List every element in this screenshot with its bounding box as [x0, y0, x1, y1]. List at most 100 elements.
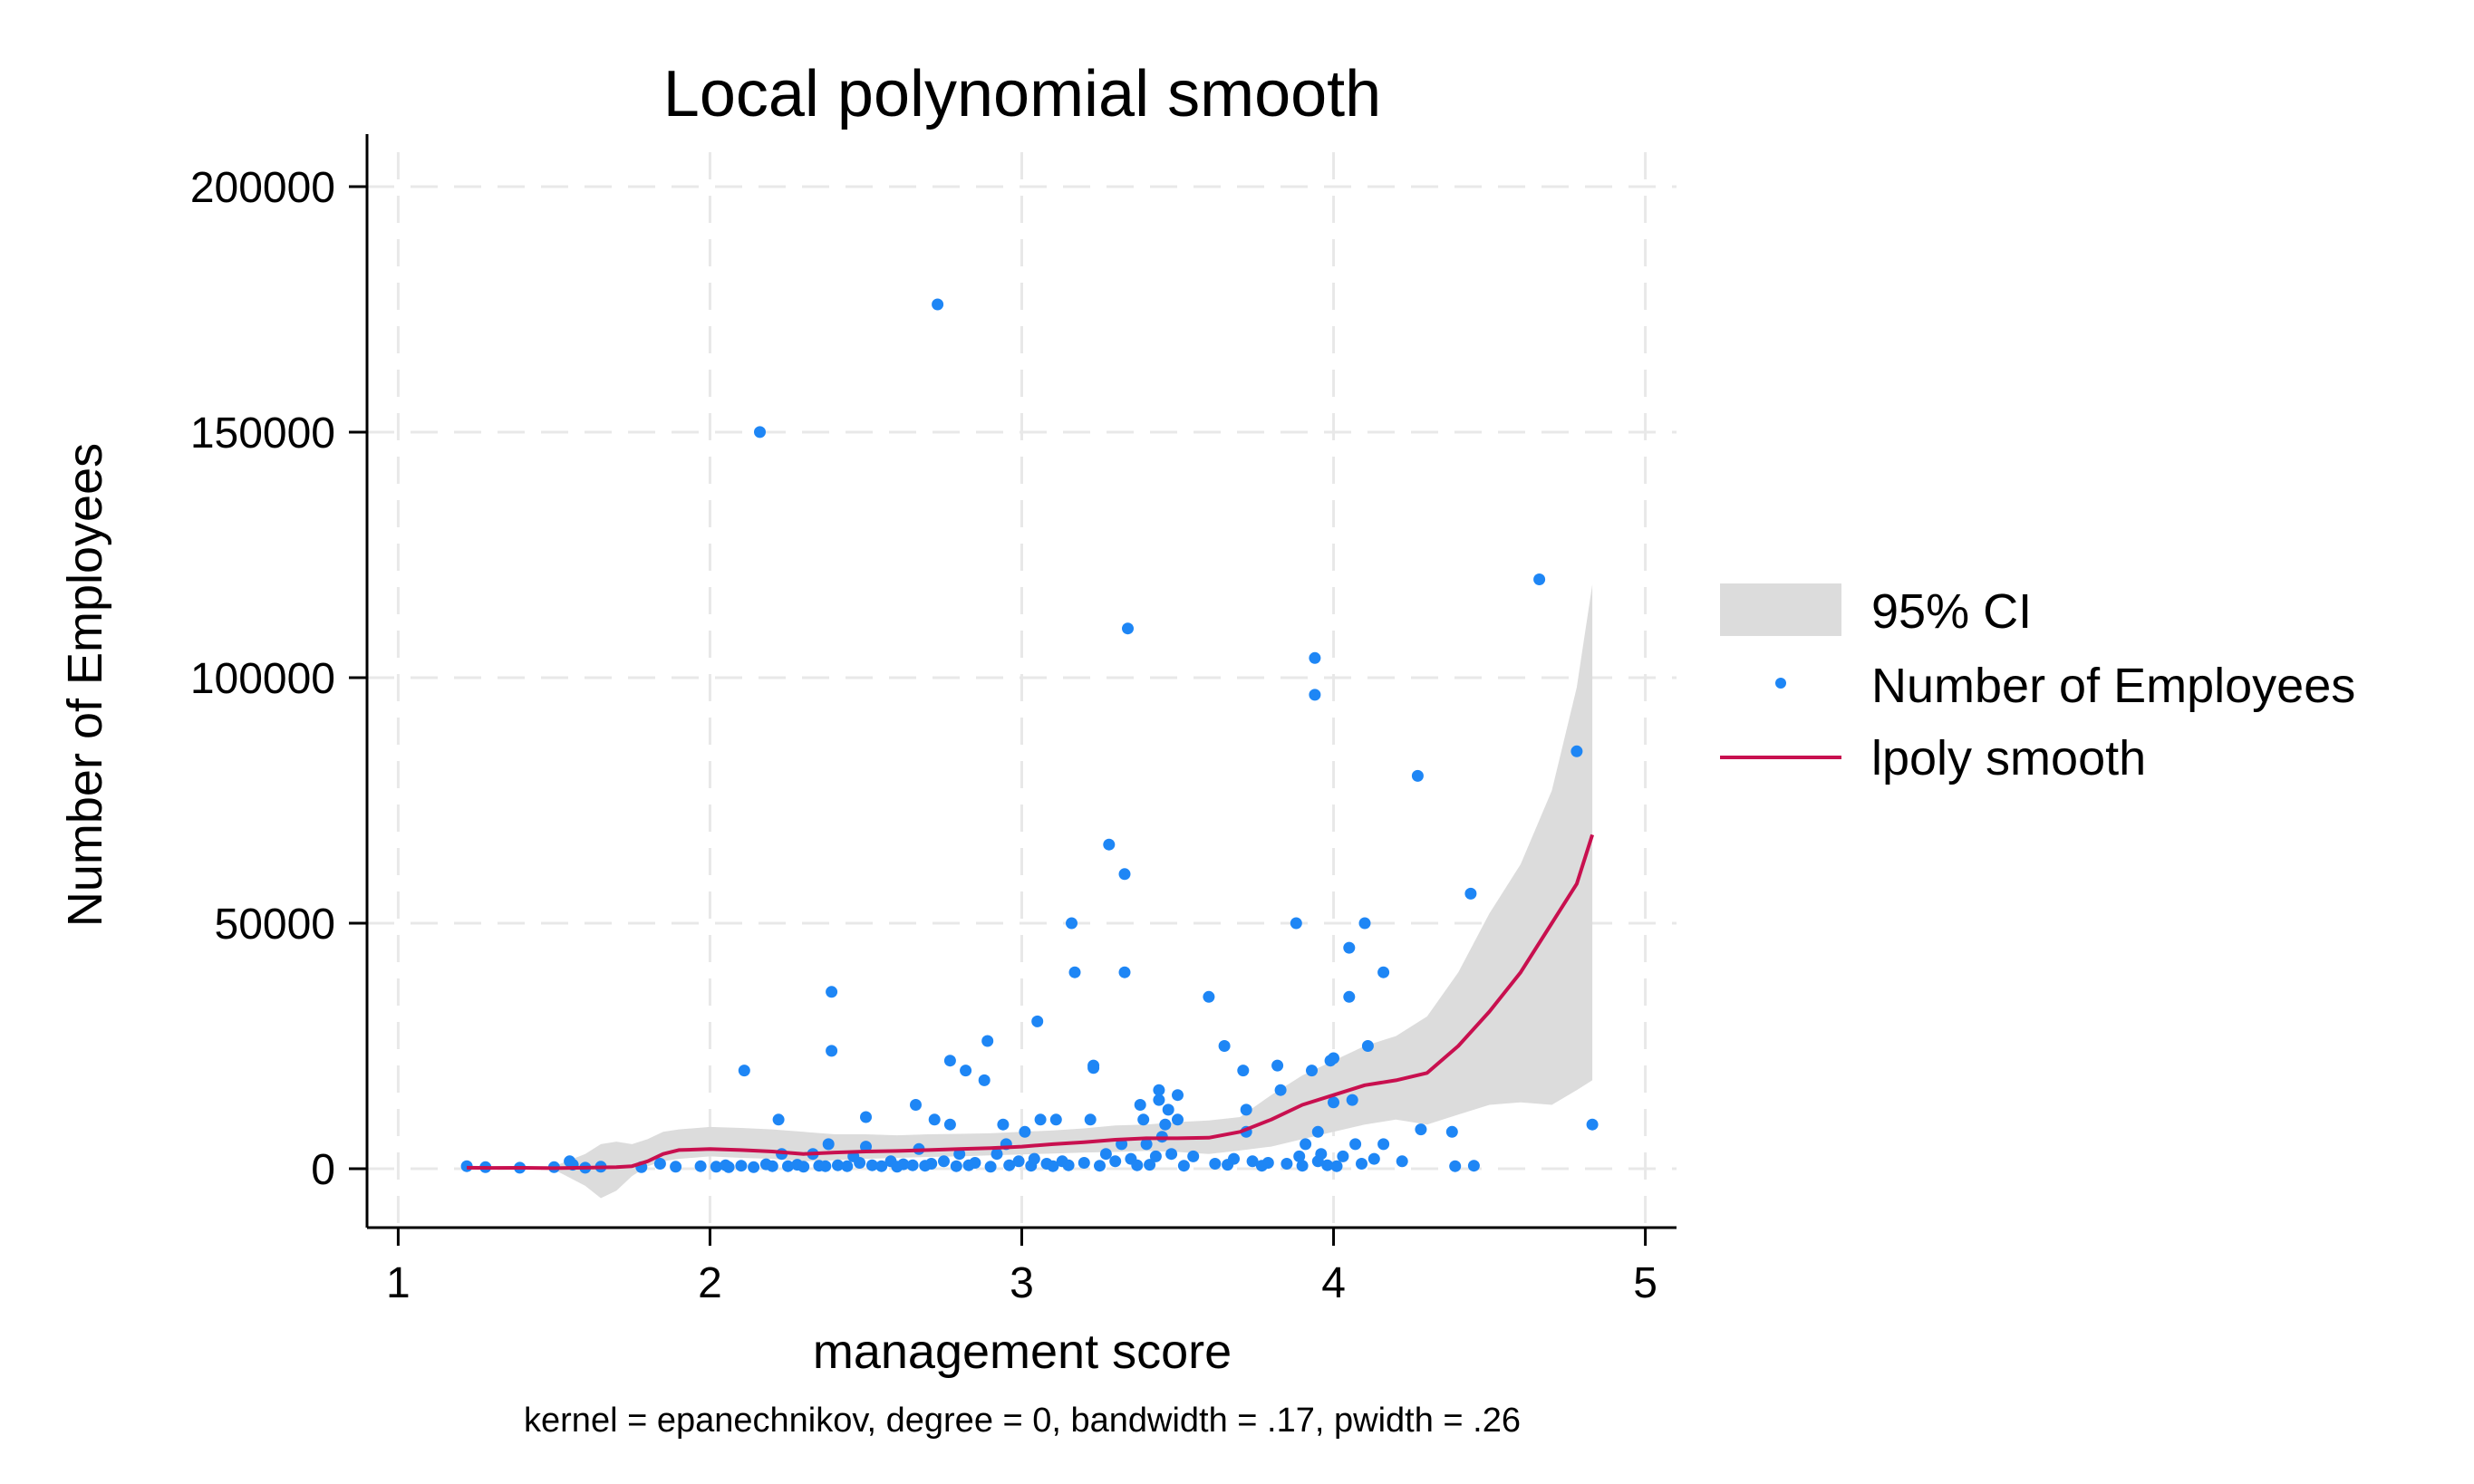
data-point-91: [1131, 1159, 1144, 1171]
data-point-141: [1356, 1158, 1367, 1170]
data-point-39: [875, 1160, 888, 1172]
data-point-72: [1047, 1160, 1059, 1172]
x-tick-label-4: 5: [1633, 1259, 1657, 1307]
data-point-113: [1240, 1103, 1252, 1116]
data-point-94: [1140, 1138, 1153, 1151]
data-point-14: [722, 1161, 735, 1173]
data-point-140: [1349, 1138, 1362, 1151]
data-point-55: [960, 1065, 972, 1077]
data-point-100: [1159, 1118, 1172, 1131]
data-point-131: [1321, 1159, 1334, 1171]
data-point-25: [797, 1161, 810, 1173]
data-point-117: [1261, 1157, 1274, 1169]
data-point-62: [997, 1118, 1010, 1131]
data-point-107: [1203, 990, 1215, 1003]
data-point-49: [932, 298, 944, 311]
data-point-17: [748, 1161, 760, 1173]
data-point-104: [1172, 1113, 1184, 1126]
data-point-154: [1533, 573, 1546, 585]
data-point-146: [1377, 1138, 1390, 1151]
data-point-102: [1165, 1148, 1178, 1161]
data-point-66: [1019, 1125, 1031, 1138]
data-point-95: [1144, 1159, 1156, 1171]
data-point-135: [1330, 1160, 1343, 1172]
data-point-85: [1109, 1155, 1122, 1168]
data-point-138: [1343, 990, 1356, 1003]
data-point-53: [950, 1160, 962, 1172]
data-point-10: [670, 1161, 682, 1173]
data-point-47: [925, 1158, 938, 1170]
data-point-93: [1137, 1113, 1150, 1126]
data-point-32: [832, 1159, 844, 1171]
data-point-111: [1228, 1152, 1240, 1165]
data-point-105: [1177, 1160, 1190, 1172]
data-point-106: [1187, 1150, 1200, 1162]
data-point-43: [906, 1159, 919, 1171]
data-point-18: [754, 426, 766, 438]
data-point-21: [772, 1113, 785, 1126]
data-point-82: [1094, 1160, 1106, 1172]
data-point-84: [1103, 838, 1116, 851]
grid: [367, 152, 1677, 1228]
data-point-65: [1012, 1155, 1025, 1168]
data-point-145: [1377, 966, 1390, 978]
data-point-98: [1153, 1094, 1165, 1106]
data-point-112: [1237, 1065, 1250, 1077]
lpoly-smooth-line: [467, 834, 1595, 1171]
y-tick-label-4: 200000: [190, 164, 335, 212]
data-point-11: [694, 1160, 707, 1172]
data-point-124: [1300, 1138, 1312, 1151]
data-point-139: [1346, 1094, 1358, 1106]
data-point-75: [1062, 1159, 1075, 1171]
data-point-137: [1343, 941, 1356, 954]
data-point-35: [854, 1157, 866, 1169]
data-point-87: [1118, 868, 1131, 881]
legend-swatch-ci: [1720, 583, 1841, 636]
data-point-38: [865, 1159, 878, 1171]
x-tick-label-3: 4: [1321, 1259, 1346, 1307]
data-point-150: [1445, 1125, 1458, 1138]
data-point-16: [738, 1065, 750, 1077]
data-point-57: [969, 1157, 981, 1169]
data-point-23: [782, 1160, 794, 1172]
data-point-61: [991, 1148, 1003, 1161]
data-point-134: [1328, 1096, 1339, 1109]
data-point-42: [897, 1158, 910, 1171]
data-point-48: [928, 1113, 941, 1126]
x-tick-label-2: 3: [1010, 1259, 1034, 1307]
smooth-line: [467, 834, 1595, 1171]
x-ticks: 1 2 3 4 5: [386, 1228, 1657, 1307]
data-point-103: [1172, 1089, 1184, 1102]
data-point-149: [1415, 1123, 1427, 1136]
data-point-130: [1315, 1148, 1328, 1161]
chart-title: Local polynomial smooth: [663, 58, 1381, 130]
data-point-89: [1122, 622, 1134, 635]
legend: 95% CI Number of Employees lpoly smooth: [1720, 583, 2355, 785]
data-point-96: [1149, 1150, 1162, 1162]
data-point-88: [1118, 966, 1131, 978]
data-point-68: [1028, 1152, 1040, 1165]
data-point-115: [1246, 1155, 1259, 1168]
data-point-109: [1218, 1040, 1231, 1052]
data-point-15: [735, 1160, 748, 1172]
x-tick-label-0: 1: [386, 1259, 411, 1307]
legend-label-smooth: lpoly smooth: [1871, 731, 2146, 785]
data-point-70: [1034, 1113, 1047, 1126]
data-point-36: [860, 1111, 872, 1123]
data-point-69: [1031, 1015, 1044, 1027]
data-point-73: [1049, 1113, 1062, 1126]
data-point-125: [1306, 1065, 1318, 1077]
data-point-119: [1274, 1084, 1287, 1096]
data-point-37: [860, 1141, 872, 1153]
data-point-28: [819, 1160, 832, 1172]
data-point-44: [910, 1099, 922, 1111]
legend-label-points: Number of Employees: [1871, 659, 2355, 713]
data-point-152: [1464, 887, 1477, 900]
data-point-58: [978, 1074, 991, 1086]
legend-swatch-points: [1775, 678, 1786, 689]
data-point-31: [826, 986, 838, 998]
data-point-101: [1162, 1103, 1174, 1116]
data-point-153: [1467, 1160, 1480, 1172]
data-point-127: [1309, 689, 1321, 701]
